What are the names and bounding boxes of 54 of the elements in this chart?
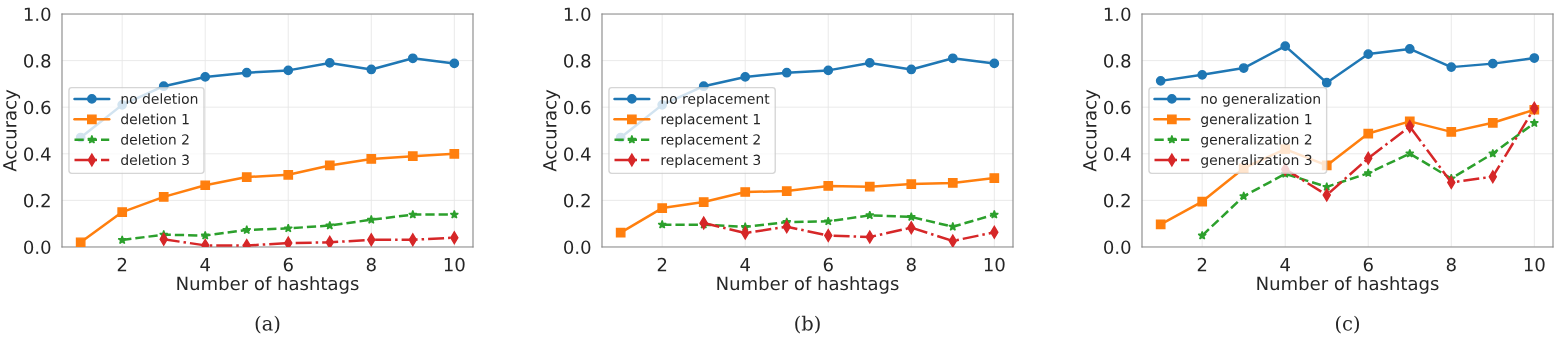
x-tick-label: 4 <box>1280 257 1290 272</box>
legend-label: no generalization <box>1201 93 1320 107</box>
y-tick-label: 0.2 <box>1104 193 1130 208</box>
y-tick-label: 0.4 <box>1104 147 1131 161</box>
text: (b) <box>795 315 820 334</box>
y-tick-label: 0.2 <box>24 193 50 208</box>
y-axis-title: Accuracy <box>3 89 21 172</box>
y-tick-label: 0.0 <box>1104 240 1131 255</box>
legend-label: no replacement <box>661 93 770 107</box>
x-tick-label: 8 <box>906 257 916 272</box>
y-tick-label: 1.0 <box>564 7 591 22</box>
legend-label: no deletion <box>121 93 198 104</box>
legend-label: replacement 3 <box>661 154 761 168</box>
y-tick-label: 1.0 <box>1104 7 1131 22</box>
x-axis-title: Number of hashtags <box>1257 276 1439 294</box>
x-tick-label: 6 <box>283 257 293 272</box>
y-tick-label: 0.6 <box>24 100 51 115</box>
x-tick-label: 6 <box>1363 257 1373 272</box>
y-tick-label: 0.8 <box>24 54 51 68</box>
y-tick-label: 0.4 <box>564 147 591 161</box>
legend-label: deletion 1 <box>121 113 189 125</box>
legend-label: deletion 3 <box>121 154 189 166</box>
y-tick-label: 0.8 <box>1104 54 1131 68</box>
y-tick-label: 1.0 <box>24 7 51 22</box>
y-axis-title: Accuracy <box>543 89 561 172</box>
legend-label: replacement 2 <box>661 133 760 148</box>
legend-label: generalization 2 <box>1201 133 1312 148</box>
y-tick-label: 0.4 <box>24 147 51 161</box>
legend-label: generalization 1 <box>1201 113 1312 128</box>
y-tick-label: 0.8 <box>564 54 591 68</box>
y-tick-label: 0.0 <box>564 240 591 255</box>
x-tick-label: 2 <box>117 257 127 272</box>
y-tick-label: 0.6 <box>1104 100 1131 115</box>
text: (a) <box>255 315 280 334</box>
text: (c) <box>1336 315 1359 334</box>
x-tick-label: 10 <box>444 257 465 272</box>
x-tick-label: 4 <box>200 257 210 272</box>
x-tick-label: 2 <box>1197 257 1207 272</box>
x-tick-label: 8 <box>366 257 376 272</box>
x-tick-label: 10 <box>1524 257 1545 272</box>
x-tick-label: 10 <box>984 257 1005 272</box>
y-tick-label: 0.0 <box>24 240 51 255</box>
legend-label: replacement 1 <box>661 113 760 128</box>
legend-label: generalization 3 <box>1201 154 1312 168</box>
x-tick-label: 6 <box>823 257 833 272</box>
y-axis-title: Accuracy <box>1083 89 1101 172</box>
x-axis-title: Number of hashtags <box>717 276 899 294</box>
legend-label: deletion 2 <box>121 133 189 145</box>
x-tick-label: 8 <box>1446 257 1456 272</box>
x-tick-label: 2 <box>657 257 667 272</box>
y-tick-label: 0.6 <box>564 100 591 115</box>
y-tick-label: 0.2 <box>564 193 590 208</box>
x-tick-label: 4 <box>740 257 750 272</box>
x-axis-title: Number of hashtags <box>177 276 359 294</box>
